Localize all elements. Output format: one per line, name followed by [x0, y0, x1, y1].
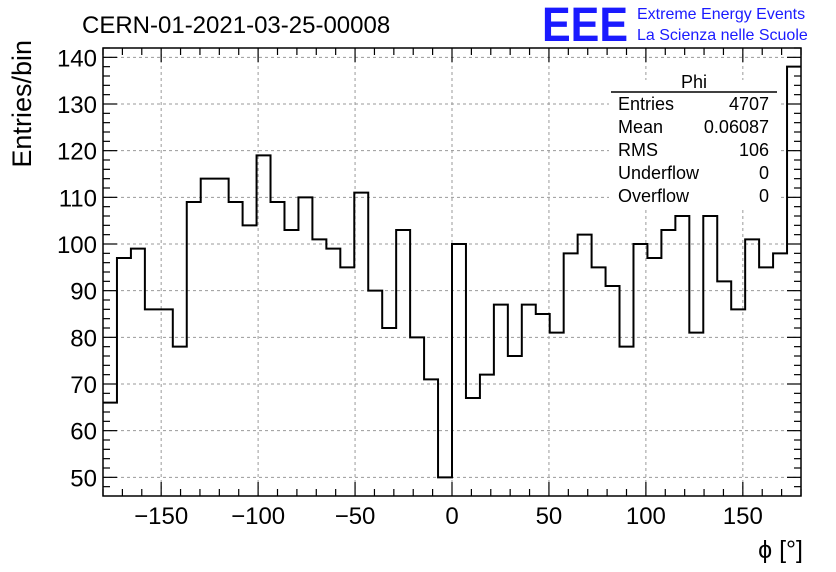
run-title: CERN-01-2021-03-25-00008 — [82, 12, 390, 39]
x-tick-label: 0 — [445, 503, 458, 530]
x-tick-label: −100 — [231, 503, 285, 530]
x-tick-label: 50 — [536, 503, 563, 530]
stats-rows: Entries 4707 Mean 0.06087 RMS 106 Underflow 0 Ov… — [618, 94, 769, 206]
y-tick-label: 100 — [57, 232, 97, 259]
stats-value: 4707 — [729, 94, 769, 114]
x-tick-label: −150 — [134, 503, 188, 530]
y-tick-label: 70 — [70, 372, 97, 399]
x-tick-label: 150 — [723, 503, 763, 530]
y-tick-labels: 50 60 70 80 90 100 110 120 130 140 — [57, 45, 97, 492]
stats-value: 0 — [759, 186, 769, 206]
x-tick-labels: −150 −100 −50 0 50 100 150 — [134, 503, 763, 530]
y-tick-label: 80 — [70, 325, 97, 352]
y-tick-label: 140 — [57, 45, 97, 72]
stats-label: Mean — [618, 117, 663, 137]
stats-label: Underflow — [618, 163, 700, 183]
axis-ticks — [102, 47, 802, 496]
histogram-line — [103, 65, 801, 479]
y-tick-label: 60 — [70, 419, 97, 446]
stats-box: Phi Entries 4707 Mean 0.06087 RMS 106 Underflo… — [609, 72, 779, 210]
stats-value: 0 — [759, 163, 769, 183]
y-tick-label: 90 — [70, 279, 97, 306]
org-line-1: Extreme Energy Events — [637, 6, 805, 23]
y-tick-label: 120 — [57, 139, 97, 166]
stats-label: Entries — [618, 94, 674, 114]
org-line-2: La Scienza nelle Scuole — [637, 27, 808, 44]
y-axis-label: Entries/bin — [7, 40, 37, 168]
stats-label: Overflow — [618, 186, 690, 206]
y-tick-label: 50 — [70, 465, 97, 492]
stats-value: 0.06087 — [704, 117, 769, 137]
stats-title: Phi — [681, 72, 707, 92]
x-tick-label: −50 — [335, 503, 376, 530]
stats-label: RMS — [618, 140, 658, 160]
eee-logo: EEE Extreme Energy Events La Scienza nel… — [542, 0, 808, 52]
y-tick-label: 130 — [57, 92, 97, 119]
x-tick-label: 100 — [626, 503, 666, 530]
y-tick-label: 110 — [59, 185, 97, 212]
stats-value: 106 — [739, 140, 769, 160]
x-axis-label: ϕ [°] — [758, 536, 803, 564]
logo-text: EEE — [542, 0, 628, 52]
